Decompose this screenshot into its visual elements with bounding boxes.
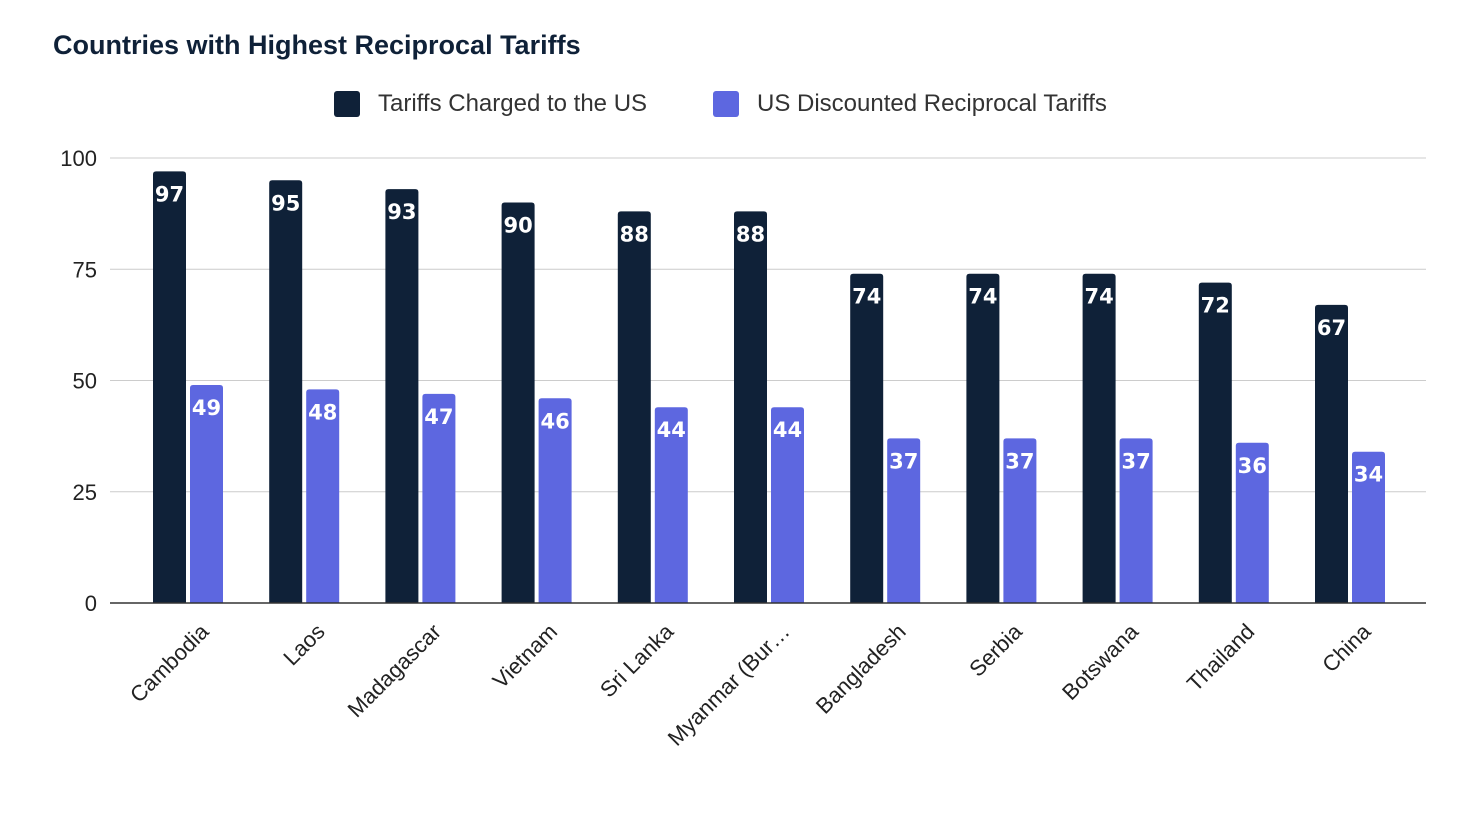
- x-tick-label: Madagascar: [343, 619, 446, 722]
- bar-group-tariffs-charged[interactable]: 74: [966, 273, 1000, 603]
- bar-us-discounted[interactable]: [422, 393, 456, 603]
- data-label: 74: [852, 285, 881, 309]
- data-label: 44: [657, 418, 686, 442]
- bar-tariffs-charged[interactable]: [1198, 282, 1232, 603]
- bar-group-us-discounted[interactable]: 44: [654, 407, 688, 603]
- x-tick-label: Myanmar (Bur…: [663, 619, 795, 751]
- data-label: 49: [192, 396, 221, 420]
- bar-tariffs-charged[interactable]: [153, 171, 186, 603]
- bar-us-discounted[interactable]: [306, 389, 340, 603]
- x-tick-label: Sri Lanka: [595, 618, 679, 702]
- data-label: 74: [1084, 285, 1113, 309]
- bar-group-tariffs-charged[interactable]: 88: [734, 211, 767, 603]
- bar-group-us-discounted[interactable]: 49: [190, 384, 223, 603]
- data-label: 88: [736, 222, 765, 246]
- bar-tariffs-charged[interactable]: [734, 211, 767, 603]
- chart-legend: Tariffs Charged to the US US Discounted …: [0, 88, 1476, 120]
- data-label: 37: [1121, 449, 1150, 473]
- x-tick-label: Vietnam: [488, 619, 562, 693]
- x-tick-label: China: [1317, 618, 1376, 677]
- bar-us-discounted[interactable]: [654, 407, 688, 603]
- x-tick-label: Serbia: [964, 618, 1027, 681]
- bar-us-discounted[interactable]: [887, 438, 921, 603]
- bar-group-tariffs-charged[interactable]: 93: [385, 189, 419, 603]
- data-label: 72: [1201, 294, 1230, 318]
- bar-tariffs-charged[interactable]: [1082, 273, 1116, 603]
- bar-tariffs-charged[interactable]: [269, 180, 303, 603]
- bar-us-discounted[interactable]: [771, 407, 804, 603]
- bar-us-discounted[interactable]: [190, 384, 223, 603]
- legend-swatch-tariffs-charged: [334, 91, 360, 117]
- data-label: 36: [1238, 454, 1267, 478]
- bar-group-tariffs-charged[interactable]: 74: [1082, 273, 1116, 603]
- data-label: 34: [1354, 463, 1383, 487]
- data-label: 74: [968, 285, 997, 309]
- bar-group-us-discounted[interactable]: 44: [771, 407, 804, 603]
- bar-us-discounted[interactable]: [1352, 451, 1385, 603]
- x-tick-label: Laos: [278, 619, 329, 670]
- x-tick-label: Botswana: [1057, 618, 1144, 705]
- data-label: 47: [424, 405, 453, 429]
- data-label: 44: [773, 418, 802, 442]
- bar-tariffs-charged[interactable]: [850, 273, 884, 603]
- bar-group-tariffs-charged[interactable]: 72: [1198, 282, 1232, 603]
- data-label: 90: [503, 214, 532, 238]
- bar-group-us-discounted[interactable]: 48: [306, 389, 340, 603]
- chart-title: Countries with Highest Reciprocal Tariff…: [53, 30, 581, 60]
- bar-group-tariffs-charged[interactable]: 97: [153, 171, 186, 603]
- data-label: 48: [308, 400, 337, 424]
- bar-group-tariffs-charged[interactable]: 67: [1315, 304, 1348, 603]
- data-label: 97: [155, 182, 184, 206]
- legend-item-us-discounted[interactable]: US Discounted Reciprocal Tariffs: [713, 88, 1107, 120]
- bar-us-discounted[interactable]: [538, 398, 572, 603]
- bar-group-us-discounted[interactable]: 47: [422, 393, 456, 603]
- bar-group-us-discounted[interactable]: 37: [1119, 438, 1153, 603]
- bar-group-us-discounted[interactable]: 37: [1003, 438, 1037, 603]
- bar-group-tariffs-charged[interactable]: 90: [501, 202, 535, 604]
- y-tick-label: 25: [73, 480, 97, 505]
- bar-group-us-discounted[interactable]: 34: [1352, 451, 1385, 603]
- legend-item-tariffs-charged[interactable]: Tariffs Charged to the US: [334, 88, 647, 120]
- data-label: 88: [620, 222, 649, 246]
- y-tick-label: 100: [60, 146, 97, 171]
- bar-group-tariffs-charged[interactable]: 74: [850, 273, 884, 603]
- data-label: 93: [387, 200, 416, 224]
- bar-group-tariffs-charged[interactable]: 88: [617, 211, 651, 603]
- bar-tariffs-charged[interactable]: [966, 273, 1000, 603]
- x-tick-label: Thailand: [1182, 619, 1259, 696]
- bar-us-discounted[interactable]: [1235, 442, 1269, 603]
- bar-tariffs-charged[interactable]: [617, 211, 651, 603]
- bar-tariffs-charged[interactable]: [1315, 304, 1348, 603]
- legend-label-tariffs-charged: Tariffs Charged to the US: [378, 90, 648, 117]
- bar-tariffs-charged[interactable]: [501, 202, 535, 604]
- bar-us-discounted[interactable]: [1119, 438, 1153, 603]
- y-tick-label: 75: [73, 257, 97, 282]
- x-tick-label: Bangladesh: [811, 619, 911, 719]
- data-label: 46: [540, 409, 569, 433]
- x-tick-label: Cambodia: [125, 618, 214, 707]
- legend-label-us-discounted: US Discounted Reciprocal Tariffs: [757, 90, 1107, 117]
- legend-swatch-us-discounted: [713, 91, 739, 117]
- data-label: 95: [271, 191, 300, 215]
- data-label: 67: [1317, 316, 1346, 340]
- bar-tariffs-charged[interactable]: [385, 189, 419, 603]
- y-tick-label: 50: [73, 369, 97, 394]
- data-label: 37: [1005, 449, 1034, 473]
- bar-us-discounted[interactable]: [1003, 438, 1037, 603]
- bar-group-us-discounted[interactable]: 37: [887, 438, 921, 603]
- bar-group-us-discounted[interactable]: 46: [538, 398, 572, 603]
- y-tick-label: 0: [85, 591, 97, 616]
- bar-group-tariffs-charged[interactable]: 95: [269, 180, 303, 603]
- data-label: 37: [889, 449, 918, 473]
- bar-group-us-discounted[interactable]: 36: [1235, 442, 1269, 603]
